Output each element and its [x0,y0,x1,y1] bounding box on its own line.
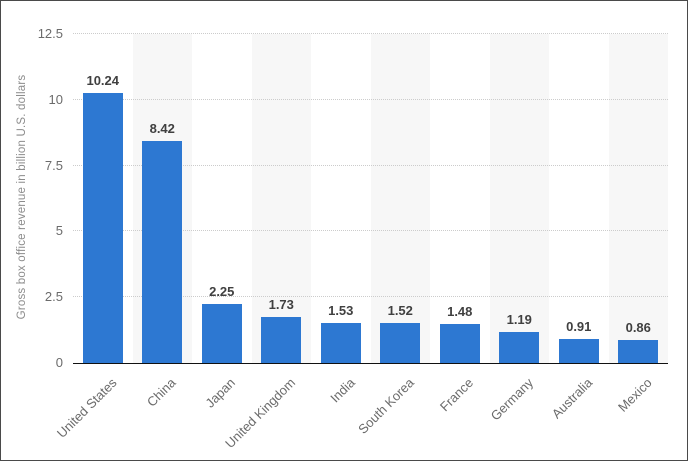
y-tick-label: 2.5 [44,289,63,305]
bar [380,323,421,363]
x-tick-label: Germany [487,375,536,424]
bar-value-label: 0.86 [625,320,651,336]
x-tick-label: Australia [548,375,596,422]
y-axis-title: Gross box office revenue in billion U.S.… [16,74,28,320]
column-band [370,34,430,363]
y-tick-label: 0 [55,355,63,370]
column-band [489,34,549,363]
bar [618,340,659,363]
column-band [608,34,668,363]
bar-value-label: 2.25 [209,283,235,299]
bar [82,93,123,363]
bar [558,339,599,363]
x-tick-label: United States [53,375,120,441]
plot-area: 10.24 8.42 2.25 1.73 1.53 1.52 1.48 1.19 0.91 0.8… [73,33,668,364]
bar [320,322,361,363]
y-tick-label: 7.5 [44,157,63,173]
gridline [73,33,668,34]
gridline [73,164,668,166]
bar-value-label: 8.42 [149,121,175,137]
gridline [73,230,668,232]
bar-value-label: 10.24 [86,73,120,89]
x-tick-label: Mexico [615,375,655,415]
column-band [251,34,311,363]
bar-value-label: 1.53 [328,302,354,318]
bar [439,324,480,363]
bar-value-label: 0.91 [566,319,592,335]
y-tick-label: 10 [48,91,63,107]
bar-value-label: 1.52 [387,303,413,318]
x-tick-label: China [144,375,179,410]
bar [142,141,183,363]
bar-value-label: 1.19 [506,311,532,327]
y-tick-label: 5 [55,223,63,239]
bar-value-label: 1.73 [268,297,294,313]
bar [499,331,540,363]
x-tick-label: Japan [202,375,239,411]
bar [261,317,302,363]
x-tick-label: India [326,375,358,406]
x-axis-line [73,362,668,364]
bar [201,303,242,363]
gridline [73,296,668,298]
x-tick-label: South Korea [355,375,417,437]
bar-value-label: 1.48 [447,304,473,320]
y-tick-label: 12.5 [37,26,63,41]
x-tick-label: France [437,375,477,415]
gridline [73,98,668,100]
